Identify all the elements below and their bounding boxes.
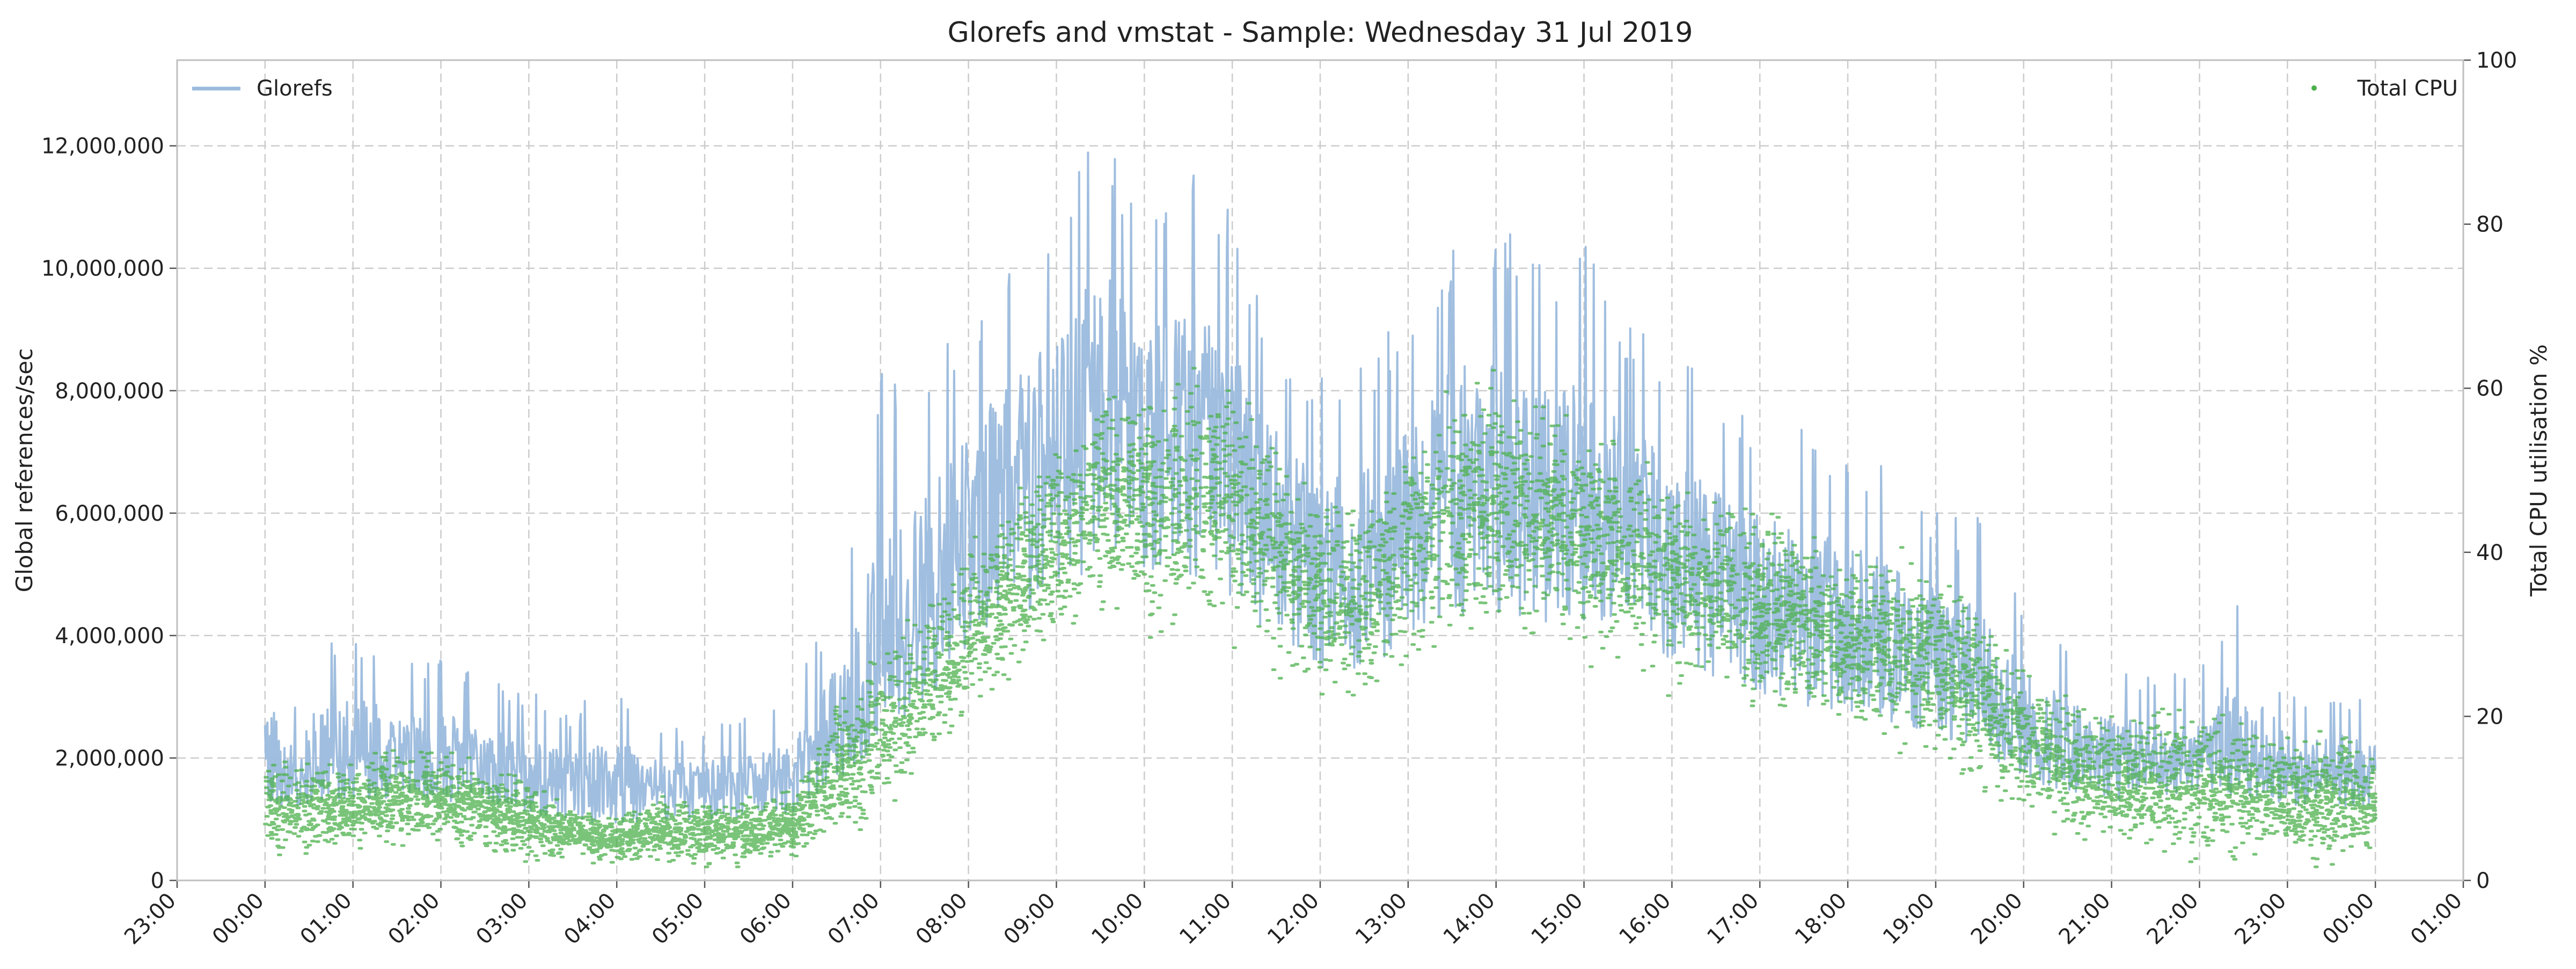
- y-tick-label: 8,000,000: [55, 379, 164, 404]
- y-tick-label: 4,000,000: [55, 624, 164, 649]
- x-tick-label: 18:00: [1790, 888, 1851, 950]
- x-tick-label: 00:00: [208, 888, 269, 950]
- x-tick-label: 22:00: [2142, 888, 2203, 950]
- y-tick-label: 12,000,000: [41, 134, 164, 159]
- legend-total-cpu: Total CPU: [2311, 76, 2458, 101]
- x-tick-label: 08:00: [911, 888, 972, 950]
- total-cpu-points: [263, 367, 2378, 869]
- x-tick-label: 23:00: [120, 888, 181, 950]
- y2-tick-label: 0: [2476, 869, 2490, 893]
- y2-tick-label: 60: [2476, 376, 2504, 401]
- legend-total-cpu-marker: [2311, 85, 2317, 91]
- y2-tick-label: 100: [2476, 48, 2517, 73]
- x-tick-label: 12:00: [1263, 888, 1324, 950]
- x-tick-label: 10:00: [1087, 888, 1148, 950]
- x-tick-label: 13:00: [1351, 888, 1412, 950]
- x-tick-label: 11:00: [1175, 888, 1236, 950]
- y-tick-label: 10,000,000: [41, 257, 164, 281]
- y-tick-label: 0: [151, 869, 164, 893]
- y2-tick-label: 20: [2476, 704, 2504, 729]
- x-tick-label: 23:00: [2230, 888, 2291, 950]
- x-tick-label: 00:00: [2318, 888, 2379, 950]
- series-total-cpu: [263, 367, 2378, 869]
- x-tick-label: 21:00: [2054, 888, 2116, 950]
- legend-glorefs: Glorefs: [192, 76, 333, 101]
- x-tick-label: 04:00: [559, 888, 620, 950]
- y-tick-label: 6,000,000: [55, 501, 164, 526]
- x-tick-label: 03:00: [471, 888, 532, 950]
- legend-glorefs-label: Glorefs: [257, 76, 333, 101]
- legend-total-cpu-label: Total CPU: [2357, 76, 2458, 101]
- x-tick-label: 20:00: [1966, 888, 2028, 950]
- plot-frame: [176, 59, 2464, 881]
- y2-tick-label: 80: [2476, 213, 2504, 237]
- x-tick-label: 07:00: [823, 888, 884, 950]
- x-tick-label: 16:00: [1614, 888, 1675, 950]
- x-tick-label: 14:00: [1439, 888, 1500, 950]
- series-layer: [263, 151, 2378, 869]
- x-tick-label: 06:00: [735, 888, 796, 950]
- x-tick-label: 17:00: [1702, 888, 1763, 950]
- y-axis-label: Global references/sec: [11, 348, 38, 593]
- x-tick-label: 05:00: [647, 888, 708, 950]
- y-tick-label: 2,000,000: [55, 746, 164, 771]
- x-tick-label: 02:00: [384, 888, 445, 950]
- x-tick-label: 19:00: [1878, 888, 1940, 950]
- chart-title: Glorefs and vmstat - Sample: Wednesday 3…: [948, 17, 1693, 49]
- x-tick-label: 09:00: [999, 888, 1060, 950]
- y2-tick-label: 40: [2476, 541, 2504, 565]
- x-tick-label: 01:00: [2406, 888, 2467, 950]
- x-tick-label: 01:00: [296, 888, 357, 950]
- y2-axis-label: Total CPU utilisation %: [2526, 344, 2552, 597]
- x-tick-label: 15:00: [1527, 888, 1588, 950]
